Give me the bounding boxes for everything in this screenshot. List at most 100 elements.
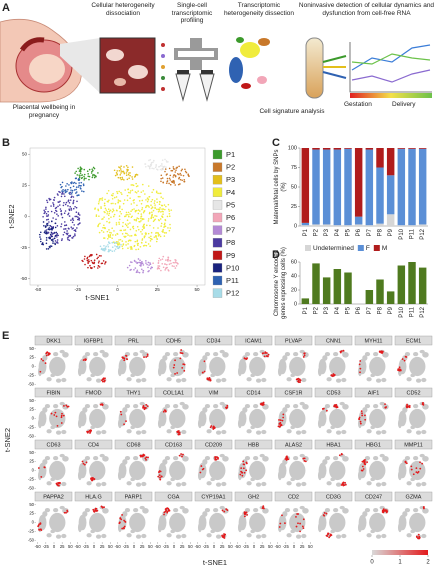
cell-dot [72, 219, 75, 221]
expr-dot [60, 416, 63, 419]
cell-dot [63, 224, 66, 227]
cell-dot [157, 192, 159, 195]
y-tick-label: 50 [29, 346, 34, 351]
tube [175, 73, 191, 102]
cell-dot [163, 204, 166, 206]
cell-dot [155, 236, 158, 238]
gene-label-box [234, 439, 273, 450]
expr-dot [401, 358, 404, 360]
cell-dot [49, 233, 52, 236]
cell-dot [129, 213, 131, 215]
x-tick-label: P6 [356, 306, 362, 314]
cell-dot [92, 169, 94, 172]
bar-segment [397, 148, 406, 226]
cell-dot [170, 209, 173, 211]
cell-dot [104, 247, 107, 249]
cell-dot [152, 262, 154, 264]
cell-dot [115, 245, 118, 248]
expr-dot [120, 518, 123, 521]
expr-dot [303, 354, 306, 357]
gene-label: ICAM1 [245, 338, 262, 344]
cell-dot [127, 191, 130, 194]
x-tick-label: P5 [346, 228, 352, 236]
cell-dot [55, 231, 58, 234]
cell-dot [168, 210, 171, 212]
cell-cloud [166, 533, 172, 538]
cell-dot [165, 266, 168, 269]
bar-segment [418, 224, 427, 226]
cell-dot [130, 203, 133, 205]
cell-cloud [317, 522, 322, 533]
expr-dot [214, 458, 217, 461]
expr-dot [199, 471, 202, 474]
cell-dot [147, 270, 149, 273]
cell-cloud [329, 460, 346, 481]
cell-dot [139, 221, 141, 223]
cell-dot [120, 212, 123, 215]
expr-dot [209, 426, 212, 429]
y-tick-label: 0 [32, 364, 35, 369]
gene-label-box [354, 491, 393, 502]
legend-label: F [366, 245, 370, 252]
expr-dot [166, 511, 169, 514]
bar [397, 265, 406, 304]
arrow [322, 71, 347, 79]
cell-dot [148, 165, 150, 167]
cell-dot [107, 245, 110, 248]
cell-dot [152, 209, 155, 212]
cell-dot [71, 237, 73, 239]
cell-dot [152, 227, 155, 229]
cell-cloud [37, 470, 42, 481]
gene-label-box [354, 439, 393, 450]
expr-dot [322, 514, 325, 516]
gene-label-box [234, 491, 273, 502]
gene-label: PARP1 [125, 494, 143, 500]
expr-dot [299, 522, 302, 525]
cell-cloud [50, 477, 55, 482]
mini-line [351, 44, 431, 71]
cell-dot [69, 199, 72, 201]
expr-dot [180, 349, 183, 351]
cell-cloud [366, 429, 372, 434]
arrow [322, 55, 347, 63]
y-tick-label: 50 [291, 184, 297, 190]
bar [376, 279, 384, 304]
cell-dot [88, 175, 91, 178]
cell-dot [134, 233, 137, 236]
expr-dot [143, 408, 146, 411]
cell-dot [67, 227, 70, 230]
expr-dot [340, 350, 343, 353]
expr-dot [159, 478, 162, 481]
expr-dot [216, 456, 218, 458]
cell-dot [114, 234, 117, 236]
cell-dot [106, 237, 109, 240]
cell-dot [113, 242, 116, 245]
cell-dot [68, 239, 71, 242]
cell-cloud [179, 401, 185, 406]
y-tick-label: 25 [22, 183, 28, 188]
cell-dot [94, 207, 96, 209]
cell-dot [140, 220, 142, 222]
cell-cloud [255, 430, 262, 435]
x-tick-label: P2 [314, 306, 320, 314]
cell-dot [61, 185, 63, 188]
expr-dot [284, 458, 287, 460]
expr-dot [361, 460, 364, 463]
cell-dot [86, 259, 89, 262]
expr-dot [331, 375, 334, 377]
cell-cloud [295, 430, 302, 435]
cell-dot [67, 238, 69, 241]
cell-cloud [330, 529, 335, 534]
cell-dot [75, 186, 78, 188]
cell-cloud [133, 403, 139, 409]
expr-dot [243, 471, 246, 474]
x-tick-label: P3 [324, 228, 330, 236]
cell-dot [140, 202, 143, 205]
cell-dot [126, 232, 128, 235]
expr-dot [302, 457, 305, 460]
cell-dot [169, 259, 171, 262]
cell-dot [149, 224, 151, 227]
mini-cluster [257, 76, 267, 84]
cell-dot [86, 170, 89, 172]
legend-label: P12 [226, 289, 239, 298]
